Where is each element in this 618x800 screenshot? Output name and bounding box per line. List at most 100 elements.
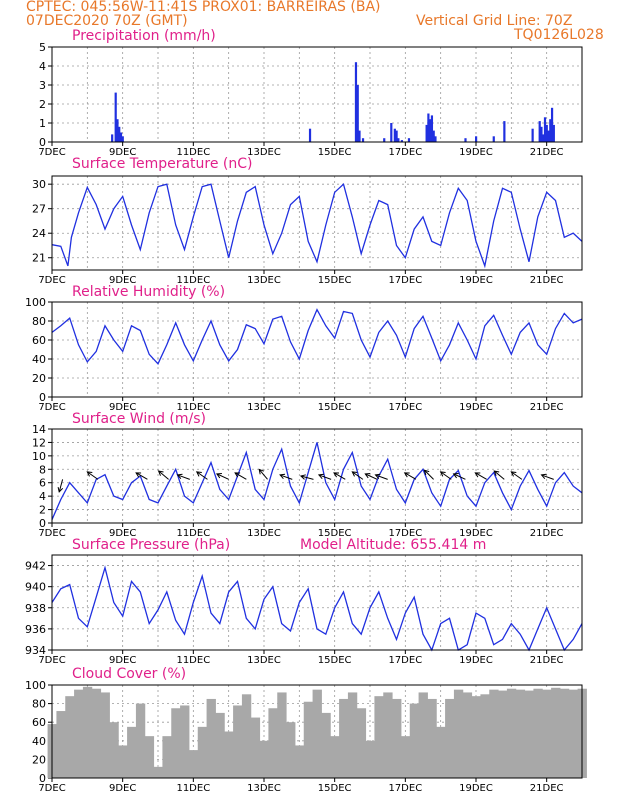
x-tick-label: 19DEC: [459, 528, 493, 539]
cloud-cover-bar: [436, 726, 446, 778]
x-tick-label: 9DEC: [109, 402, 136, 413]
precip-bar: [549, 119, 552, 142]
x-tick-label: 9DEC: [109, 147, 136, 158]
wind-arrow-head: [57, 486, 64, 493]
x-tick-label: 21DEC: [530, 655, 564, 666]
panel-title: Surface Temperature (nC): [72, 156, 253, 172]
vertical-grid-note: Vertical Grid Line: 70Z: [416, 13, 573, 29]
cloud-cover-bar: [365, 740, 375, 778]
wind-arrow-head: [439, 471, 446, 477]
cloud-cover-bar: [489, 689, 499, 778]
wind-arrow-shaft: [424, 469, 434, 480]
wind-arrow-shaft: [258, 469, 268, 480]
cloud-cover-bar: [100, 692, 110, 778]
wind-arrow-head: [195, 471, 202, 477]
cloud-cover-bar: [286, 722, 296, 778]
y-tick-label: 2: [39, 98, 46, 111]
wind-arrow-head: [403, 472, 410, 478]
cloud-cover-bar: [65, 696, 75, 778]
x-tick-label: 7DEC: [38, 528, 65, 539]
wind-arrow-shaft: [58, 479, 64, 493]
cloud-cover-bar: [135, 703, 146, 778]
wind-arrow-head: [351, 471, 358, 477]
y-tick-label: 27: [32, 203, 46, 216]
y-tick-label: 20: [32, 372, 46, 385]
y-tick-label: 4: [39, 490, 46, 503]
wind-arrow-head: [157, 470, 164, 476]
cloud-cover-bar: [356, 708, 367, 778]
cloud-cover-bar: [330, 736, 340, 778]
station-header: CPTEC: 045:56W-11:41S PROX01: BARREIRAS …: [26, 0, 381, 15]
x-tick-label: 17DEC: [388, 528, 422, 539]
cloud-cover-bar: [127, 726, 137, 778]
wind-arrow-head: [333, 472, 340, 478]
wind-arrow-head: [215, 473, 222, 479]
wind-arrow-shaft: [279, 474, 293, 480]
x-tick-label: 7DEC: [38, 147, 65, 158]
cloud-cover-bar: [418, 692, 428, 778]
x-tick-label: 11DEC: [176, 275, 210, 286]
precip-bar: [407, 138, 411, 142]
x-tick-label: 7DEC: [38, 275, 65, 286]
y-tick-label: 940: [25, 581, 46, 594]
cloud-cover-bar: [277, 692, 287, 778]
cloud-cover-bar: [118, 745, 128, 778]
precip-bar: [434, 136, 437, 142]
wind-arrow-shaft: [541, 474, 554, 480]
y-tick-label: 21: [32, 252, 46, 265]
x-tick-label: 11DEC: [176, 655, 210, 666]
y-tick-label: 12: [32, 436, 46, 449]
precip-bar: [464, 138, 467, 142]
wind-arrow-shaft: [475, 472, 487, 480]
precip-bar: [538, 121, 541, 142]
x-tick-label: 19DEC: [459, 783, 493, 794]
x-tick-label: 13DEC: [247, 402, 281, 413]
precip-bar: [393, 128, 396, 142]
wind-arrow-shaft: [158, 470, 169, 480]
cloud-cover-bar: [506, 688, 517, 778]
panel-title: Relative Humidity (%): [72, 284, 225, 300]
x-tick-label: 9DEC: [109, 275, 136, 286]
cloud-cover-bar: [339, 698, 349, 778]
y-tick-label: 100: [25, 296, 46, 309]
x-tick-label: 13DEC: [247, 147, 281, 158]
y-tick-label: 942: [25, 560, 46, 573]
precip-bar: [550, 107, 554, 142]
wind-arrow-shaft: [510, 471, 523, 480]
cloud-cover-bar: [233, 705, 243, 778]
panel-title: Surface Wind (m/s): [72, 411, 206, 427]
precip-bar: [383, 138, 386, 142]
precip-bar: [395, 130, 398, 142]
cloud-cover-bar: [312, 689, 322, 778]
y-tick-label: 40: [32, 353, 46, 366]
model-altitude-note: Model Altitude: 655.414 m: [300, 537, 486, 553]
y-tick-label: 14: [32, 423, 46, 436]
x-tick-label: 11DEC: [176, 402, 210, 413]
y-tick-label: 0: [39, 136, 46, 149]
wind-arrow-shaft: [375, 474, 388, 480]
cloud-cover-bar: [171, 708, 181, 778]
x-tick-label: 15DEC: [318, 402, 352, 413]
precip-bar: [361, 138, 365, 142]
precip-bar: [121, 136, 124, 142]
wind-arrow-head: [474, 472, 481, 478]
wind-arrow-shaft: [216, 473, 229, 480]
precip-bar: [116, 119, 119, 142]
x-tick-label: 9DEC: [109, 528, 136, 539]
cloud-cover-bar: [294, 745, 305, 778]
cloud-cover-bar: [162, 736, 172, 778]
y-tick-label: 934: [25, 644, 46, 657]
x-tick-label: 21DEC: [530, 402, 564, 413]
cloud-cover-bar: [241, 694, 252, 778]
precip-bar: [543, 117, 547, 142]
wind-arrow-head: [135, 472, 142, 478]
wind-arrow-shaft: [440, 471, 452, 480]
precip-bar: [430, 115, 434, 142]
panel-frame: [51, 428, 583, 524]
cloud-cover-bar: [206, 698, 216, 778]
cloud-cover-bar: [383, 692, 393, 778]
cloud-cover-bar: [224, 731, 234, 778]
cloud-cover-bar: [374, 696, 384, 778]
x-tick-label: 9DEC: [109, 655, 136, 666]
wind-arrow-shaft: [404, 472, 417, 480]
